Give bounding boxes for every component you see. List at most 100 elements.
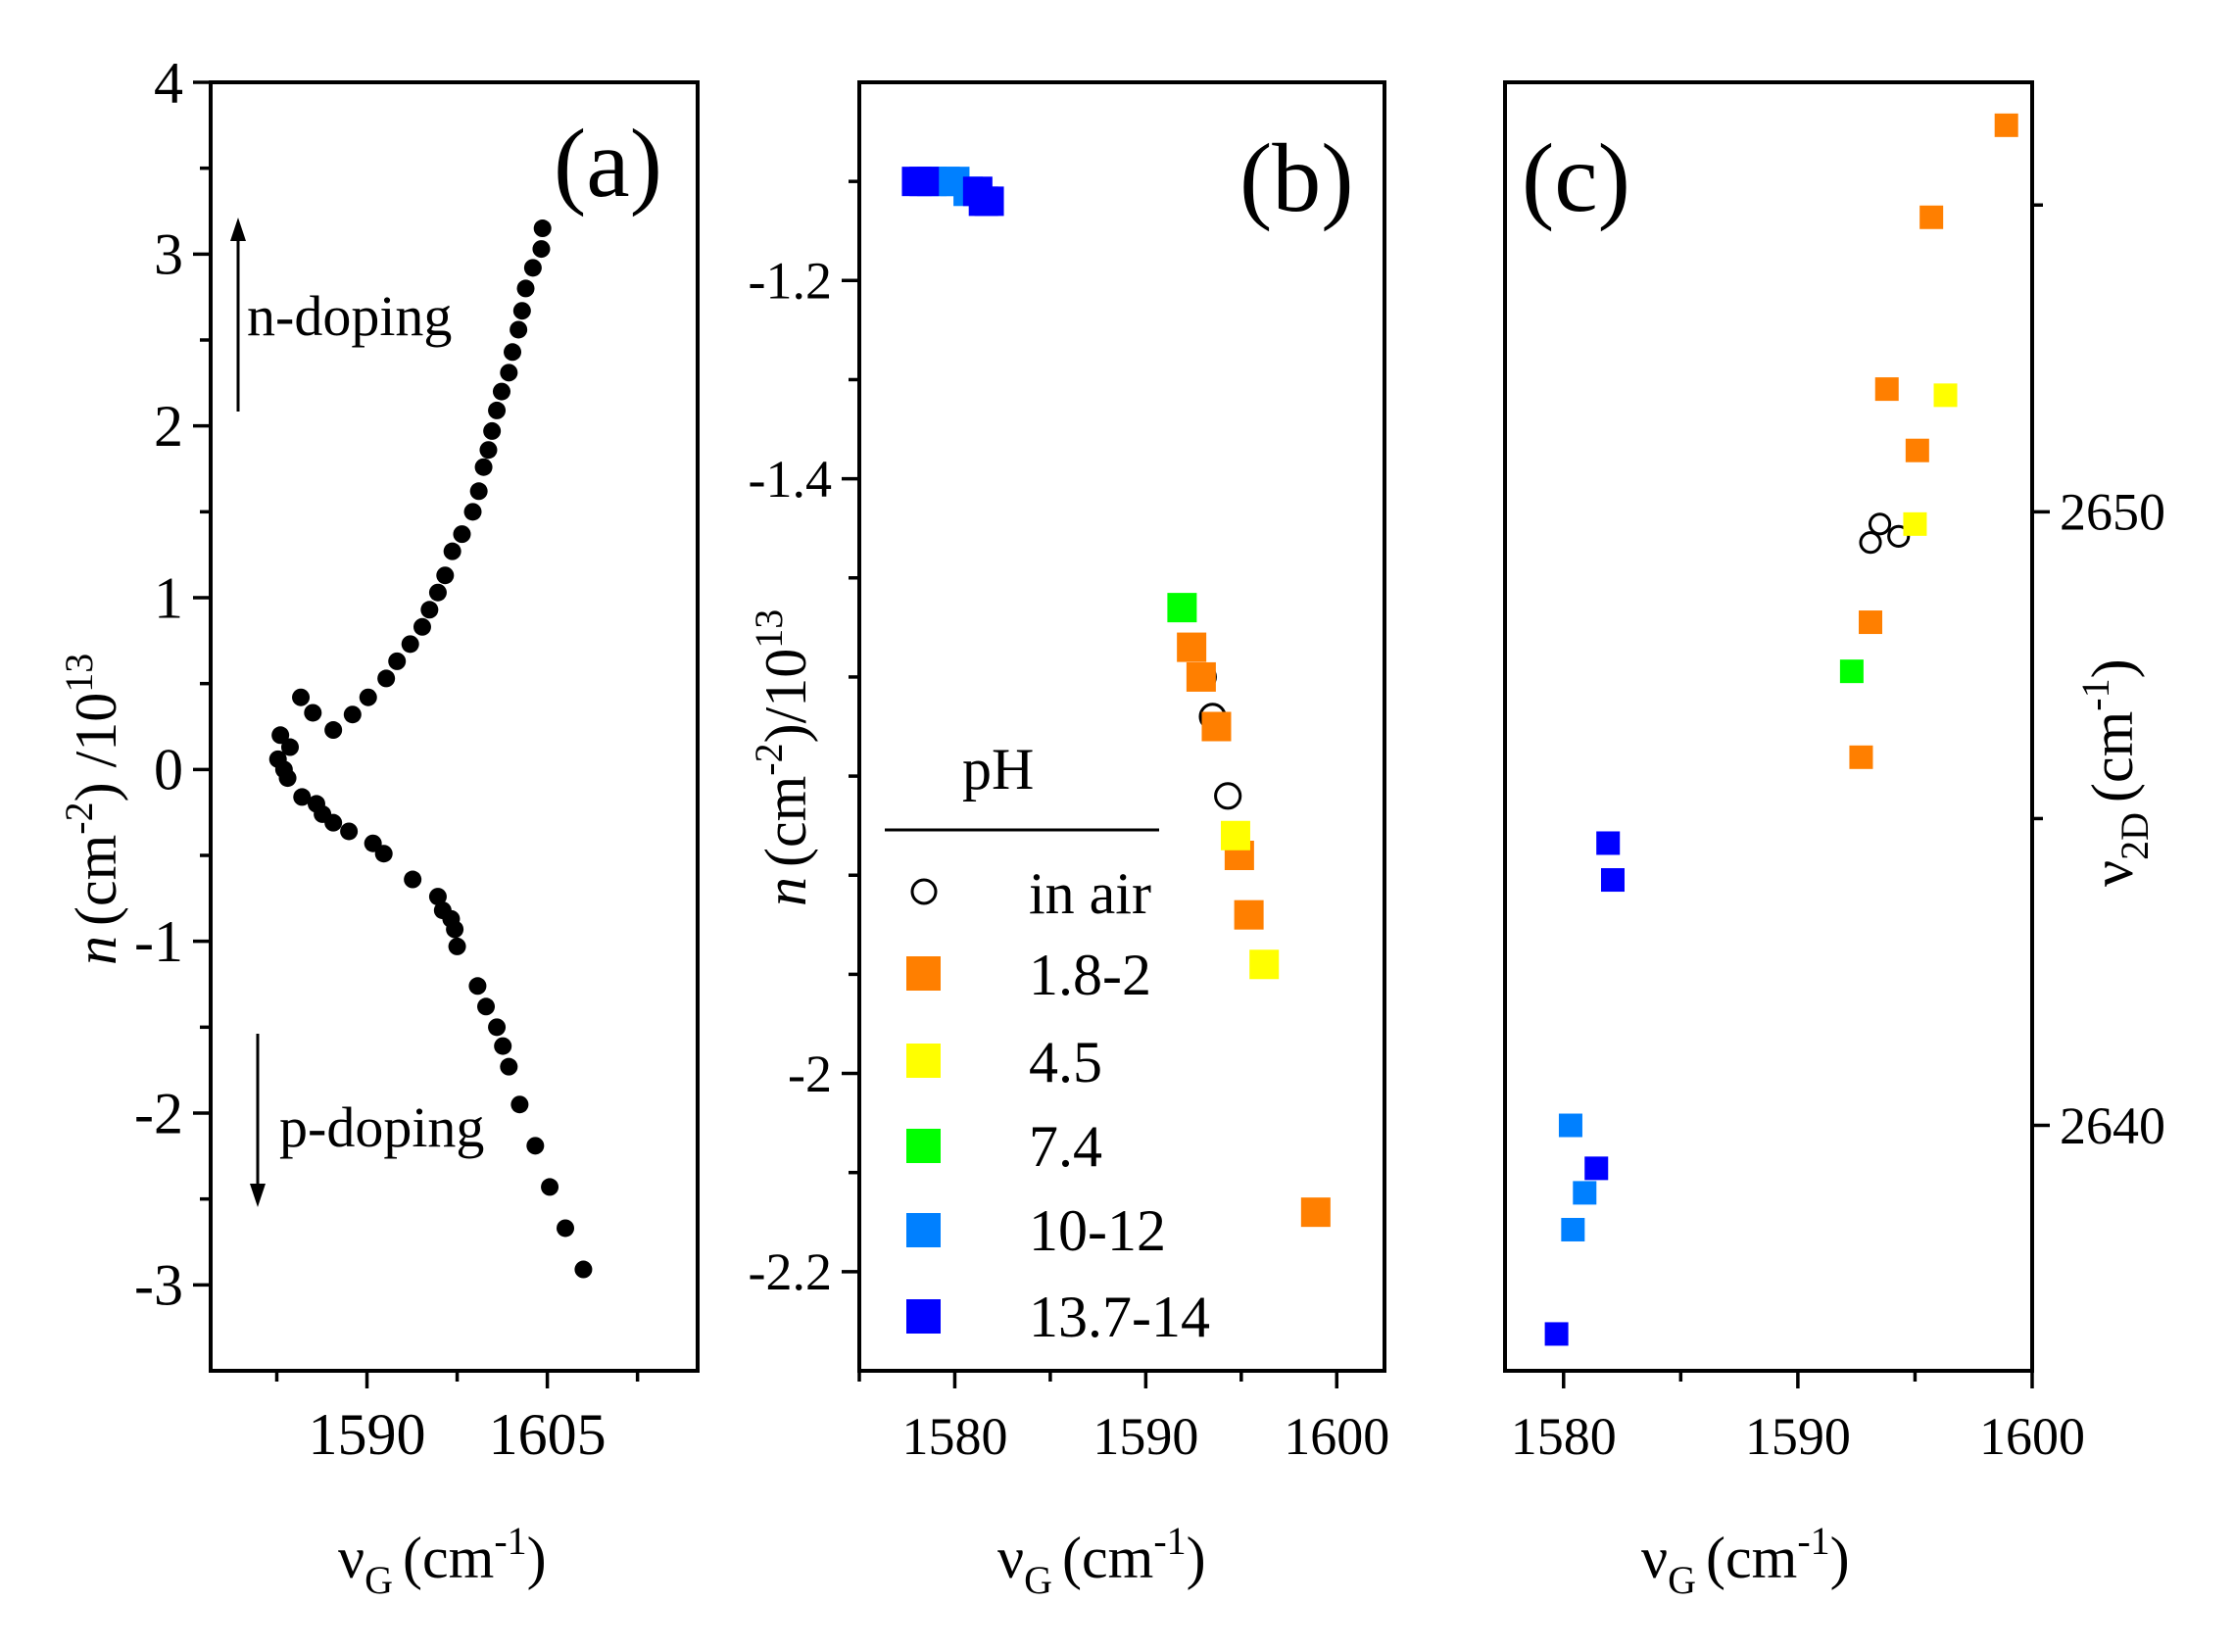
panel-b-ticks — [842, 179, 1339, 1388]
legend-marker-ph-1-8-2 — [906, 956, 941, 991]
point-doping-curve — [278, 769, 297, 788]
point-doping-curve — [516, 279, 535, 298]
point-doping-curve — [479, 441, 498, 460]
point-doping-curve — [343, 705, 362, 724]
x-tick-label: 1580 — [1511, 1407, 1617, 1466]
point-1-8-2 — [1186, 661, 1216, 692]
point-doping-curve — [293, 788, 312, 806]
n-doping-annotation: n-doping — [230, 218, 452, 412]
point-4-5 — [1220, 820, 1250, 850]
y-tick-label: -2 — [134, 1081, 183, 1145]
panel-c-frame — [1503, 80, 2034, 1373]
point-1-8-2 — [1201, 711, 1232, 742]
point-doping-curve — [557, 1219, 575, 1238]
point-doping-curve — [340, 822, 359, 841]
point-1-8-2 — [1234, 899, 1264, 930]
point-doping-curve — [359, 688, 377, 706]
point-10-12 — [1558, 1113, 1582, 1138]
panel-c-points — [1544, 113, 2018, 1346]
point-doping-curve — [404, 870, 422, 889]
point-doping-curve — [494, 1037, 512, 1055]
n-doping-arrow-head — [230, 218, 246, 241]
point-doping-curve — [512, 302, 531, 320]
point-doping-curve — [488, 401, 507, 419]
point-13-7-14 — [1596, 831, 1621, 855]
panel-a: (a) 1590 1605 4 3 2 1 0 -1 -2 -3 n-doping p-dopin… — [57, 50, 700, 1602]
legend-marker-ph-10-12 — [906, 1213, 941, 1247]
point-doping-curve — [532, 240, 551, 259]
point-7-4 — [1839, 659, 1864, 684]
p-doping-arrow-head — [250, 1184, 266, 1207]
point-in-air — [1214, 782, 1242, 810]
x-tick-label: 1600 — [1979, 1407, 2085, 1466]
panel-c-x-axis-label: νG (cm-1) — [1641, 1519, 1850, 1602]
legend-marker-in-air — [910, 878, 938, 905]
panel-c-tick-labels: 1580 1590 1600 2650 2640 — [1511, 483, 2165, 1466]
point-doping-curve — [446, 920, 464, 939]
panel-c-label: (c) — [1522, 123, 1630, 232]
panel-c: (c) 1580 1590 1600 2650 2640 νG (cm-1) ν2D(cm… — [1503, 80, 2165, 1602]
point-doping-curve — [474, 458, 493, 476]
point-1-8-2 — [1905, 438, 1929, 462]
y-tick-label: 1 — [154, 565, 183, 630]
point-doping-curve — [533, 219, 552, 238]
point-doping-curve — [469, 482, 488, 501]
legend-entry-ph-7-4: 7.4 — [906, 1114, 1102, 1179]
point-doping-curve — [271, 726, 290, 745]
point-doping-curve — [448, 937, 466, 955]
point-doping-curve — [401, 635, 419, 654]
point-doping-curve — [428, 888, 447, 906]
legend-entry-ph-1-8-2: 1.8-2 — [906, 943, 1151, 1007]
y-tick-label: 2640 — [2060, 1096, 2165, 1155]
panel-b: (b) 1580 1590 1600 -1.2 -1.4 -2 -2.2 pH in air… — [747, 80, 1389, 1602]
panel-b-points — [901, 167, 1331, 1228]
panel-c-y-axis-label: ν2D(cm-1) — [2073, 658, 2157, 887]
point-doping-curve — [483, 421, 502, 440]
legend-entry-ph-10-12: 10-12 — [906, 1198, 1166, 1263]
point-doping-curve — [463, 503, 482, 521]
legend-entry-ph-13-7-14: 13.7-14 — [906, 1285, 1210, 1349]
point-doping-curve — [453, 525, 471, 544]
point-1-8-2 — [1859, 610, 1883, 635]
legend-marker-ph-13-7-14 — [906, 1299, 941, 1334]
point-doping-curve — [492, 382, 510, 401]
point-doping-curve — [280, 738, 299, 756]
legend-label-ph-13-7-14: 13.7-14 — [1029, 1285, 1210, 1349]
x-tick-label: 1580 — [901, 1407, 1007, 1466]
point-doping-curve — [468, 977, 487, 996]
legend-label-in-air: in air — [1029, 861, 1151, 926]
panel-a-y-axis-label: n(cm-2) /1013 — [57, 654, 128, 965]
legend-label-ph-1-8-2: 1.8-2 — [1029, 943, 1151, 1007]
legend-entry-ph-4-5: 4.5 — [906, 1030, 1102, 1094]
legend-title: pH — [962, 737, 1034, 802]
y-tick-label: 4 — [154, 50, 183, 115]
point-7-4 — [1167, 593, 1197, 623]
p-doping-annotation: p-doping — [250, 1034, 484, 1207]
panel-a-points — [268, 219, 593, 1279]
point-doping-curve — [523, 259, 542, 277]
point-4-5 — [1933, 383, 1958, 408]
point-13-7-14 — [1600, 868, 1625, 893]
point-10-12 — [1573, 1181, 1597, 1205]
x-tick-label: 1590 — [1745, 1407, 1851, 1466]
point-doping-curve — [304, 704, 322, 722]
panel-b-x-axis-label: νG (cm-1) — [997, 1519, 1206, 1602]
point-4-5 — [1903, 511, 1927, 536]
y-tick-label: -3 — [134, 1253, 183, 1318]
panel-b-y-axis-label: n(cm-2)/1013 — [747, 609, 818, 906]
point-doping-curve — [526, 1137, 545, 1155]
point-doping-curve — [388, 652, 407, 670]
n-doping-label: n-doping — [247, 284, 452, 348]
panel-a-label: (a) — [554, 109, 662, 218]
point-doping-curve — [488, 1018, 507, 1037]
y-tick-label: -1.4 — [749, 450, 832, 509]
point-doping-curve — [324, 721, 343, 740]
legend-label-ph-7-4: 7.4 — [1029, 1114, 1102, 1179]
legend-label-ph-10-12: 10-12 — [1029, 1198, 1166, 1263]
point-4-5 — [1249, 949, 1280, 980]
y-tick-label: -2 — [788, 1045, 832, 1103]
panel-a-frame — [209, 80, 700, 1373]
x-tick-label: 1605 — [489, 1402, 607, 1467]
point-doping-curve — [500, 364, 518, 382]
legend: pH in air 1.8-2 4.5 7.4 10-12 — [885, 737, 1210, 1349]
